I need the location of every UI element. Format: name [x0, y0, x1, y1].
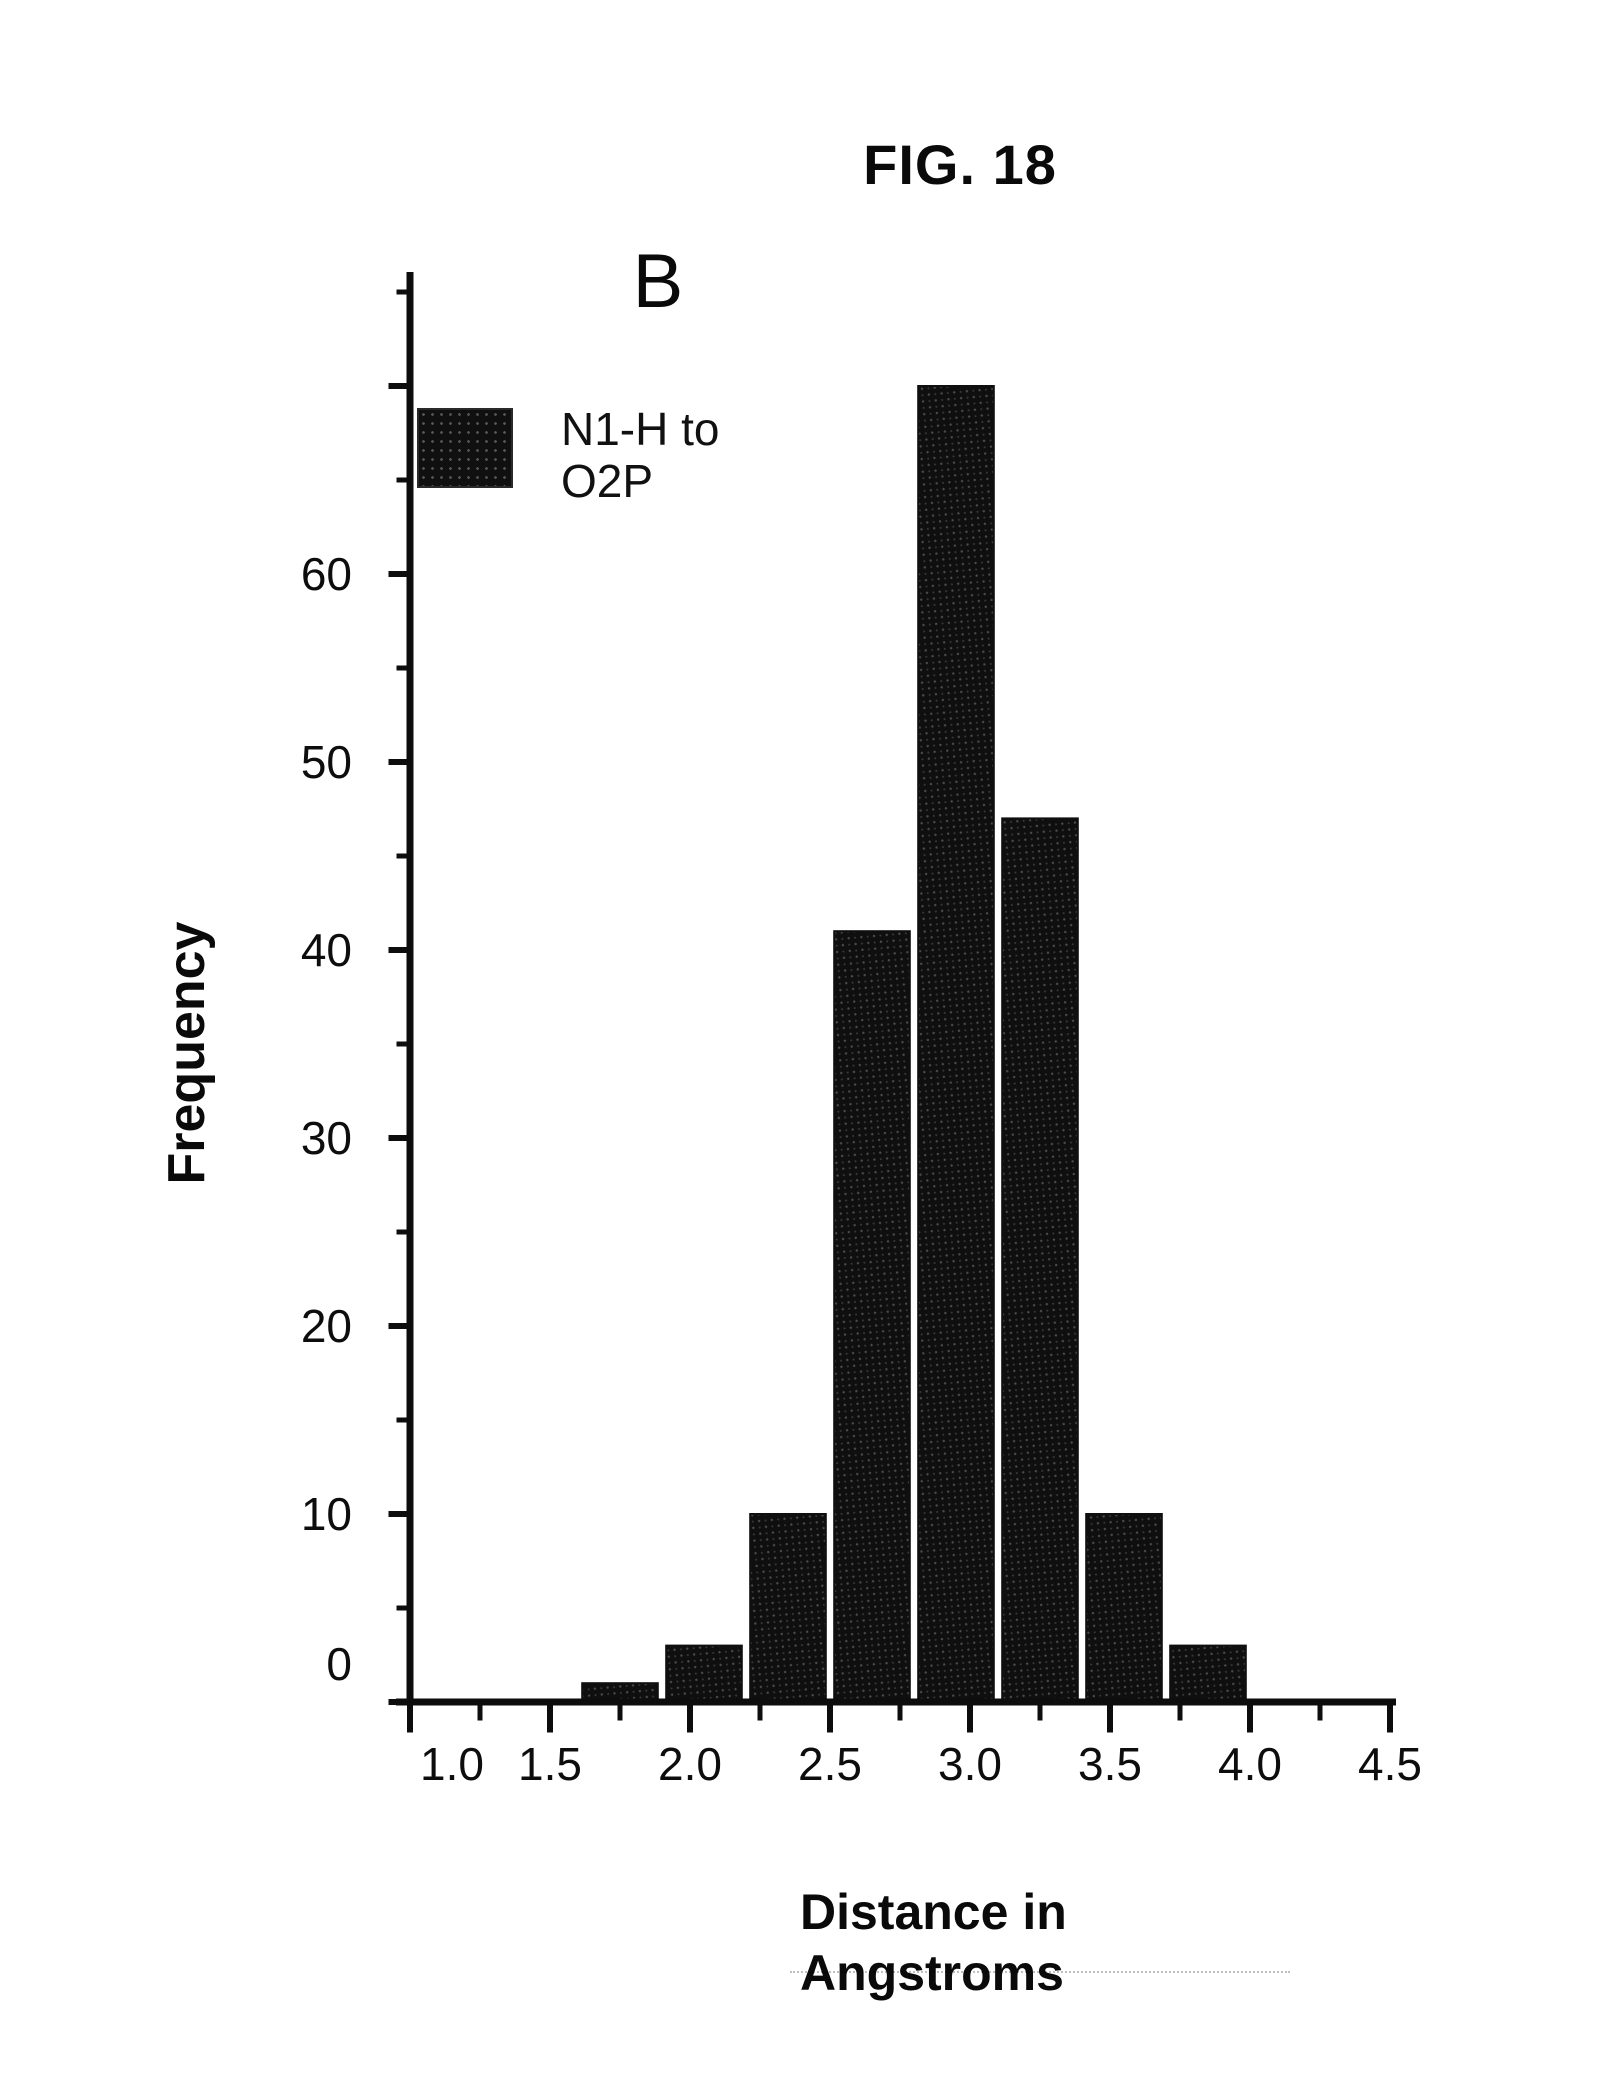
x-axis-title-line-2: Angstroms [800, 1945, 1064, 2001]
x-minor-tick [1177, 1705, 1183, 1721]
y-major-tick [388, 759, 407, 765]
x-tick-label: 4.5 [1358, 1738, 1422, 1790]
histogram-bar [1085, 1513, 1163, 1703]
x-major-tick [967, 1705, 973, 1733]
y-major-tick [388, 947, 407, 953]
y-minor-tick [396, 1417, 407, 1423]
x-tick-label: 4.0 [1218, 1738, 1282, 1790]
y-axis-line [406, 272, 414, 1706]
x-minor-tick [617, 1705, 623, 1721]
legend-label: N1-H to O2P [561, 403, 720, 507]
y-minor-tick [396, 477, 407, 483]
x-minor-tick [1037, 1705, 1043, 1721]
y-tick-label: 20 [301, 1300, 352, 1352]
x-major-tick [407, 1705, 413, 1733]
legend-label-line-1: N1-H to [561, 403, 720, 455]
x-major-tick [827, 1705, 833, 1733]
x-tick-label: 3.5 [1078, 1738, 1142, 1790]
y-minor-tick [396, 1041, 407, 1047]
y-tick-label: 30 [301, 1112, 352, 1164]
x-minor-tick [1317, 1705, 1323, 1721]
y-tick-label: 0 [326, 1638, 352, 1690]
y-major-tick [388, 1699, 407, 1705]
histogram-bar [917, 385, 995, 1703]
x-minor-tick [757, 1705, 763, 1721]
figure-title: FIG. 18 [863, 133, 1057, 196]
y-major-tick [388, 571, 407, 577]
histogram-bar [749, 1513, 827, 1703]
y-tick-label: 60 [301, 548, 352, 600]
y-major-tick [388, 1135, 407, 1141]
x-major-tick [1387, 1705, 1393, 1733]
x-tick-label: 1.5 [518, 1738, 582, 1790]
histogram-bar [833, 930, 911, 1703]
y-major-tick [388, 1323, 407, 1329]
y-tick-label: 10 [301, 1488, 352, 1540]
panel-label: B [632, 239, 684, 324]
y-minor-tick [396, 289, 407, 295]
y-tick-label: 50 [301, 736, 352, 788]
histogram-bar [1001, 817, 1079, 1703]
x-tick-label: 3.0 [938, 1738, 1002, 1790]
y-major-tick [388, 1511, 407, 1517]
x-major-tick [687, 1705, 693, 1733]
scan-artifact-line [790, 1971, 1290, 1973]
x-minor-tick [897, 1705, 903, 1721]
y-minor-tick [396, 1229, 407, 1235]
legend-swatch [417, 408, 513, 488]
y-minor-tick [396, 853, 407, 859]
x-axis-title: Distance in Angstroms [800, 1882, 1067, 2004]
x-axis-line [396, 1698, 1396, 1706]
histogram-bar [665, 1644, 743, 1703]
x-axis-title-line-1: Distance in [800, 1884, 1067, 1940]
legend: N1-H to O2P [417, 403, 720, 507]
y-minor-tick [396, 1605, 407, 1611]
x-major-tick [547, 1705, 553, 1733]
x-tick-label: 2.0 [658, 1738, 722, 1790]
x-major-tick [1247, 1705, 1253, 1733]
y-minor-tick [396, 665, 407, 671]
legend-label-line-2: O2P [561, 454, 654, 507]
y-major-tick [388, 383, 407, 389]
x-minor-tick [477, 1705, 483, 1721]
x-tick-label: 2.5 [798, 1738, 862, 1790]
x-tick-label: 1.0 [420, 1738, 484, 1790]
y-tick-label: 40 [301, 924, 352, 976]
histogram-bar [1169, 1644, 1247, 1703]
x-major-tick [1107, 1705, 1113, 1733]
